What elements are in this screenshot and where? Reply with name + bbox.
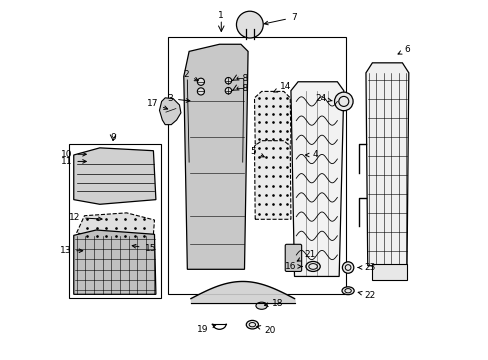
Polygon shape: [290, 82, 343, 276]
Polygon shape: [254, 141, 290, 219]
Circle shape: [342, 262, 353, 273]
Text: ←8: ←8: [235, 84, 249, 93]
Polygon shape: [159, 98, 181, 125]
Text: 24: 24: [315, 94, 331, 103]
Ellipse shape: [255, 302, 267, 309]
Text: 12: 12: [69, 213, 102, 222]
Text: 10: 10: [61, 150, 86, 159]
Polygon shape: [77, 213, 154, 241]
Text: 1: 1: [218, 11, 224, 20]
Text: 9: 9: [110, 133, 116, 142]
Text: 17: 17: [146, 99, 167, 109]
Text: 18: 18: [264, 299, 283, 308]
Circle shape: [197, 88, 204, 95]
Text: 6: 6: [397, 45, 409, 54]
Text: 21: 21: [297, 250, 315, 261]
Text: ←8: ←8: [235, 74, 249, 83]
FancyBboxPatch shape: [285, 244, 301, 271]
Text: 14: 14: [273, 82, 291, 92]
Circle shape: [197, 78, 204, 85]
Circle shape: [334, 92, 352, 111]
Text: 3: 3: [167, 94, 189, 103]
Ellipse shape: [236, 11, 263, 38]
Text: 11: 11: [61, 157, 86, 166]
Polygon shape: [372, 264, 406, 280]
Text: 4: 4: [305, 150, 317, 159]
Ellipse shape: [305, 261, 320, 271]
Text: 20: 20: [256, 325, 275, 334]
Text: 7: 7: [264, 13, 296, 25]
Polygon shape: [365, 63, 408, 266]
Text: 19: 19: [196, 324, 215, 334]
Text: 2: 2: [183, 70, 198, 81]
Polygon shape: [254, 91, 290, 144]
Text: 5: 5: [250, 147, 264, 157]
Ellipse shape: [246, 320, 258, 329]
Circle shape: [225, 77, 231, 84]
Text: 23: 23: [358, 263, 375, 272]
Polygon shape: [74, 148, 156, 204]
Bar: [69, 144, 160, 298]
Bar: [167, 37, 346, 294]
Polygon shape: [74, 230, 156, 294]
Polygon shape: [183, 44, 247, 269]
Ellipse shape: [341, 287, 353, 295]
Text: 22: 22: [357, 291, 375, 300]
Text: 15: 15: [132, 244, 156, 253]
Text: 13: 13: [60, 246, 82, 255]
Text: 16: 16: [284, 262, 301, 271]
Circle shape: [225, 87, 231, 94]
